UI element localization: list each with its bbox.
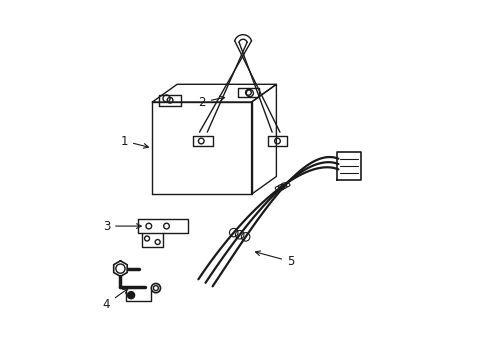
Text: 5: 5 <box>255 251 294 268</box>
Text: 2: 2 <box>198 95 224 108</box>
Text: 3: 3 <box>102 220 141 233</box>
Text: 4: 4 <box>102 289 127 311</box>
Text: 1: 1 <box>120 135 148 148</box>
Circle shape <box>127 292 134 299</box>
